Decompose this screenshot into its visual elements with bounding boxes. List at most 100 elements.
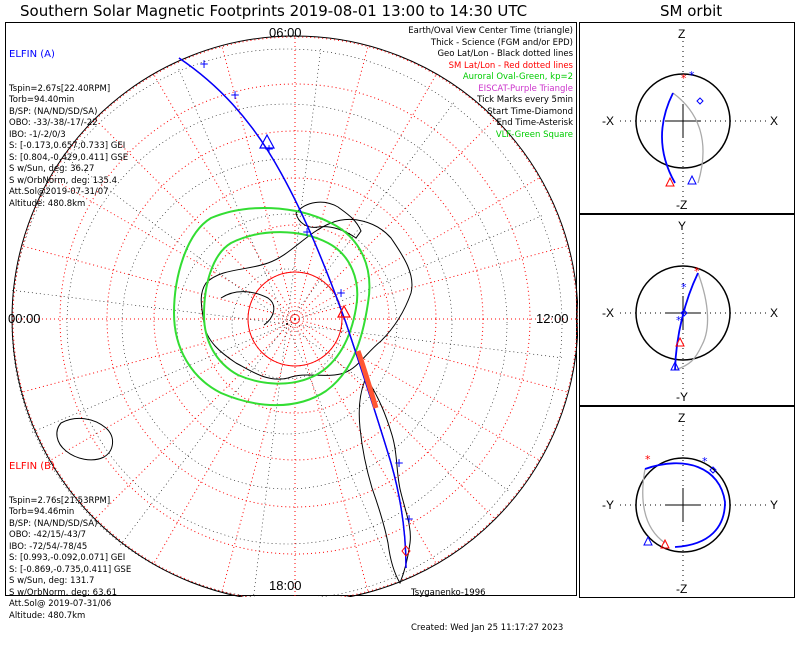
elfin-b-line: Torb=94.46min: [9, 507, 75, 517]
geo-lon-line: [286, 100, 456, 325]
legend-entry: Tick Marks every 5min: [477, 95, 573, 105]
elfin-a-line: Altitude: 480.8km: [9, 198, 86, 209]
elfin-a-line: Torb=94.40min: [9, 95, 75, 105]
elfin-a-trace: [178, 57, 407, 569]
elfin-a-lines: Tspin=2.67s[22.40RPM] Torb=94.40min B/SP: …: [9, 84, 128, 211]
legend-entry: VLF-Green Square: [495, 129, 573, 140]
orbit-panel-yz: * * -Y Y Z -Z: [579, 406, 795, 598]
orbit-axis-label-top: Y: [678, 219, 686, 233]
elfin-a-line: Att.Sol@2019-07-31/07: [9, 187, 109, 197]
start-diamond: [696, 97, 704, 105]
antarctica-outline: [200, 219, 413, 380]
start-diamond: [709, 466, 717, 474]
geo-lon-line: [118, 323, 288, 548]
elfin-a-line: S w/OrbNorm, deg: 135.4: [9, 175, 118, 186]
elfin-a-line: Tspin=2.67s[22.40RPM]: [9, 83, 111, 94]
elfin-b-lines: Tspin=2.76s[21.53RPM] Torb=94.46min B/SP: …: [9, 496, 131, 623]
map-grid: [9, 36, 578, 597]
sm-lon-line: [294, 177, 541, 320]
pole-circle: [247, 271, 343, 367]
elfin-science-segment: [355, 350, 379, 409]
view-center-triangle: [675, 336, 685, 347]
end-asterisk: *: [689, 69, 695, 82]
geo-lon-line: [29, 323, 288, 434]
sm-lon-line: [294, 45, 369, 320]
view-center-triangle: [687, 174, 697, 185]
elfin-b-orbit: [674, 272, 709, 371]
elfin-b-line: S w/OrbNorm, deg: 63.61: [9, 587, 118, 598]
satellite-traces: + + + + + + +: [178, 57, 414, 569]
view-center-triangle: [665, 176, 675, 187]
geo-lon-line: [286, 214, 545, 325]
time-tick-mark: +: [336, 286, 346, 300]
view-center-triangle: [660, 538, 670, 549]
start-diamond: [680, 309, 688, 317]
sm-lon-line: [221, 318, 296, 593]
orbit-axis-label-right: X: [770, 114, 778, 128]
time-label-top: 06:00: [269, 25, 302, 40]
orbit-axis-label-left: -X: [602, 114, 614, 128]
view-center-triangle-b: [336, 304, 352, 318]
coastline-fragment: [220, 291, 275, 326]
elfin-a-orbit: [644, 462, 726, 548]
auroral-oval-group: [172, 207, 371, 407]
sm-lon-line: [153, 318, 296, 565]
time-label-left: 00:00: [8, 311, 41, 326]
end-asterisk: *: [681, 72, 687, 85]
elfin-a-info: ELFIN (A) Tspin=2.67s[22.40RPM] Torb=94.4…: [9, 26, 128, 233]
orbit-plot-1: * * * -X X Y -Y: [602, 219, 778, 404]
elfin-a-line: S w/Sun, deg: 36.27: [9, 164, 95, 174]
time-tick-mark: +: [230, 88, 240, 102]
legend-entry: Auroral Oval-Green, kp=2: [462, 72, 573, 82]
elfin-a-orbit: [661, 92, 676, 184]
map-time-labels: 06:00 00:00 12:00 18:00: [8, 25, 569, 593]
geo-lon-line: [286, 46, 322, 325]
orbit-axis-label-right: Y: [770, 498, 778, 512]
geo-lat-circle: [66, 103, 508, 545]
time-label-bottom: 18:00: [269, 578, 302, 593]
geo-lat-circle: [121, 158, 453, 490]
end-asterisk: *: [681, 281, 687, 294]
continent-outlines: [56, 201, 413, 585]
elfin-a-line: S: [-0.173,0.657,0.733] GEI: [9, 141, 126, 151]
legend-entry: SM Lat/Lon - Red dotted lines: [448, 60, 573, 71]
auroral-oval-outer: [172, 207, 371, 407]
start-diamond: [401, 545, 411, 557]
orbit-title: SM orbit: [660, 2, 723, 20]
view-center-triangle: [643, 535, 653, 546]
sm-lon-line: [294, 318, 496, 520]
view-center-triangle: [670, 360, 680, 371]
map-legend: Earth/Oval View Center Time (triangle) Th…: [408, 26, 573, 141]
elfin-a-line: OBO: -33/-38/-17/-22: [9, 118, 98, 128]
elfin-b-line: S: [-0.869,-0.735,0.411] GSE: [9, 564, 132, 575]
legend-entry: EISCAT-Purple Triangle: [478, 83, 573, 94]
credit-block: Tsyganenko-1996 Created: Wed Jan 25 11:1…: [411, 565, 563, 657]
geo-lat-circle: [176, 213, 398, 435]
orbit-axis-label-left: -Y: [602, 498, 614, 512]
elfin-b-line: Att.Sol@ 2019-07-31/06: [9, 599, 112, 609]
end-asterisk: *: [676, 314, 682, 327]
geo-lon-line: [286, 323, 565, 359]
geo-lat-circle: [11, 48, 563, 597]
legend-entry: Geo Lat/Lon - Black dotted lines: [437, 49, 573, 59]
elfin-a-name: ELFIN (A): [9, 49, 55, 60]
elfin-a-line: S: [0.804,-0.429,0.411] GSE: [9, 152, 129, 163]
elfin-b-orbit: [672, 92, 704, 184]
sm-lon-line: [21, 245, 296, 320]
orbit-plot-0: * * -X X Z -Z: [602, 27, 778, 212]
orbit-plot-2: * * -Y Y Z -Z: [602, 411, 778, 596]
elfin-b-info: ELFIN (B) Tspin=2.76s[21.53RPM] Torb=94.4…: [9, 438, 131, 645]
time-tick-mark: +: [302, 225, 312, 239]
legend-entry: Earth/Oval View Center Time (triangle): [408, 26, 573, 36]
orbit-axis-label-bottom: -Z: [676, 198, 687, 212]
sm-lon-line: [294, 118, 496, 320]
orbit-axis-label-right: X: [770, 306, 778, 320]
elfin-b-line: OBO: -42/15/-43/7: [9, 530, 87, 540]
sm-lat-circle: [59, 83, 531, 555]
elfin-b-line: S: [0.993,-0.092,0.071] GEI: [9, 553, 126, 563]
south-america-outline: [358, 377, 411, 585]
elfin-a-line: IBO: -1/-2/0/3: [9, 129, 66, 140]
auroral-oval-inner: [202, 231, 359, 385]
end-asterisk: *: [645, 453, 651, 466]
end-asterisk: *: [702, 455, 708, 468]
